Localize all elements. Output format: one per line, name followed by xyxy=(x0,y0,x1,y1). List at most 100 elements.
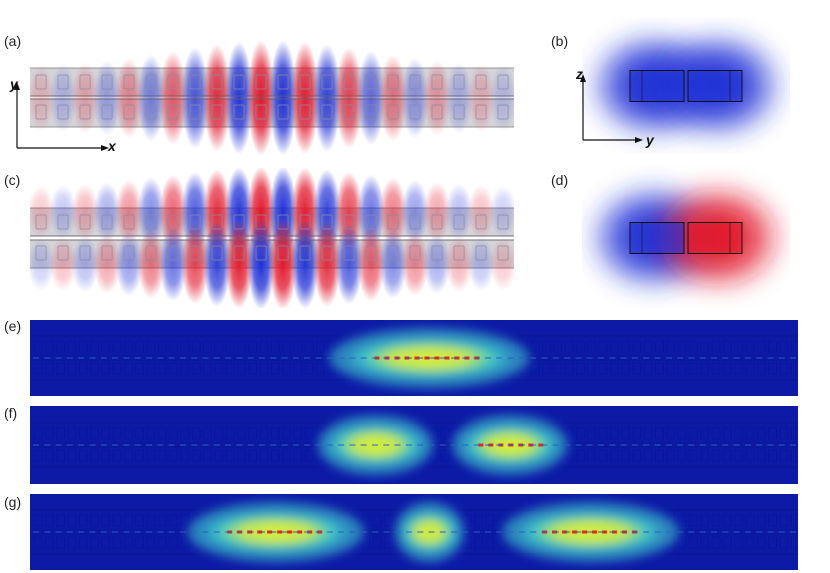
intensity-center-dash xyxy=(292,357,299,359)
waveguide-hole xyxy=(734,536,743,549)
waveguide-hole xyxy=(711,536,721,549)
waveguide-holes xyxy=(35,74,509,120)
waveguide-hole xyxy=(779,340,789,353)
field-lobe xyxy=(379,177,407,247)
waveguide-hole xyxy=(135,514,144,527)
waveguide-hole xyxy=(57,245,69,261)
field-lobe xyxy=(467,236,495,292)
waveguide-hole xyxy=(711,427,721,440)
waveguide-hole xyxy=(745,449,755,462)
waveguide-hole xyxy=(270,340,280,353)
waveguide-hole xyxy=(112,340,122,353)
intensity-center-dash xyxy=(157,531,164,533)
waveguide-hole xyxy=(44,514,54,527)
waveguide-hole xyxy=(542,340,551,353)
waveguide-hole xyxy=(35,245,47,261)
intensity-center-dash xyxy=(631,444,638,446)
field-lobe xyxy=(115,57,143,139)
intensity-peak-mark xyxy=(602,530,608,534)
waveguide-hole xyxy=(474,536,483,549)
intensity-center-dash xyxy=(778,531,785,533)
intensity-center-dash xyxy=(89,531,96,533)
intensity-center-dash xyxy=(326,357,333,359)
intensity-peak-mark xyxy=(592,530,598,534)
waveguide-hole xyxy=(666,362,676,375)
waveguide-hole xyxy=(237,427,246,440)
waveguide-hole xyxy=(677,449,687,462)
waveguide-hole xyxy=(677,514,687,527)
waveguide-hole xyxy=(299,245,311,261)
intensity-center-dash xyxy=(270,444,277,446)
waveguide-hole xyxy=(365,214,377,230)
waveguide-hole xyxy=(463,536,472,549)
waveguide-hole xyxy=(57,104,69,120)
waveguide-hole xyxy=(387,104,399,120)
waveguide-hole xyxy=(146,340,156,353)
intensity-center-dash xyxy=(66,531,73,533)
panel-label-b: (b) xyxy=(551,33,569,49)
field-lobe xyxy=(93,181,121,243)
panel-label-c: (c) xyxy=(4,172,21,188)
waveguide-hole xyxy=(722,514,732,527)
waveguide-hole xyxy=(203,362,212,375)
field-lobe xyxy=(423,181,451,243)
waveguide-hole xyxy=(387,74,399,90)
intensity-center-dash xyxy=(394,444,401,446)
intensity-center-dash xyxy=(598,357,604,359)
waveguide-hole xyxy=(33,340,43,353)
waveguide-hole xyxy=(722,362,732,375)
intensity-center-dash xyxy=(552,357,559,359)
field-lobe xyxy=(445,183,473,241)
intensity-center-dash xyxy=(439,531,446,533)
field-lobe xyxy=(49,184,77,240)
waveguide-hole xyxy=(564,362,574,375)
waveguide-hole xyxy=(609,449,619,462)
field-lobe xyxy=(137,177,165,247)
waveguide-hole xyxy=(321,74,333,90)
intensity-center-dash xyxy=(767,444,774,446)
waveguide-hole xyxy=(112,427,122,440)
intensity-center-dash xyxy=(157,444,164,446)
waveguide-hole xyxy=(790,449,798,462)
waveguide-hole xyxy=(270,449,280,462)
intensity-center-dash xyxy=(247,357,254,359)
waveguide-hole xyxy=(214,340,224,353)
intensity-peak-mark xyxy=(572,530,578,534)
waveguide-hole xyxy=(768,514,777,527)
waveguide-hole xyxy=(169,362,178,375)
intensity-center-dash xyxy=(236,444,243,446)
waveguide-hole xyxy=(135,449,144,462)
intensity-center-dash xyxy=(326,531,333,533)
intensity-center-dash xyxy=(405,531,412,533)
intensity-center-dash xyxy=(405,444,412,446)
waveguide-hole xyxy=(33,449,43,462)
field-lobe xyxy=(401,231,429,297)
waveguide-hole xyxy=(756,362,766,375)
waveguide-hole xyxy=(101,245,113,261)
intensity-center-dash xyxy=(462,444,469,446)
field-lobe xyxy=(49,63,77,133)
waveguide-hole xyxy=(343,245,355,261)
waveguide-hole xyxy=(180,514,190,527)
intensity-center-dash xyxy=(315,357,322,359)
intensity-peak-mark xyxy=(538,443,544,447)
intensity-center-dash xyxy=(191,357,198,359)
waveguide-hole xyxy=(180,536,190,549)
waveguide-hole xyxy=(146,449,156,462)
waveguide-hole xyxy=(689,449,698,462)
field-lobe xyxy=(159,174,187,250)
waveguide-hole xyxy=(734,362,743,375)
waveguide-hole xyxy=(180,427,190,440)
waveguide-hole xyxy=(365,74,377,90)
intensity-center-dash xyxy=(349,531,356,533)
intensity-center-dash xyxy=(507,357,514,359)
intensity-center-dash xyxy=(711,357,717,359)
axis-label-x-a: x xyxy=(108,138,116,154)
intensity-center-dash xyxy=(146,444,152,446)
field-lobe xyxy=(401,57,429,139)
waveguide-hole xyxy=(632,427,642,440)
waveguide-hole xyxy=(621,340,630,353)
field-lobe xyxy=(313,43,341,153)
intensity-center-dash xyxy=(654,531,661,533)
waveguide-hole xyxy=(255,214,267,230)
